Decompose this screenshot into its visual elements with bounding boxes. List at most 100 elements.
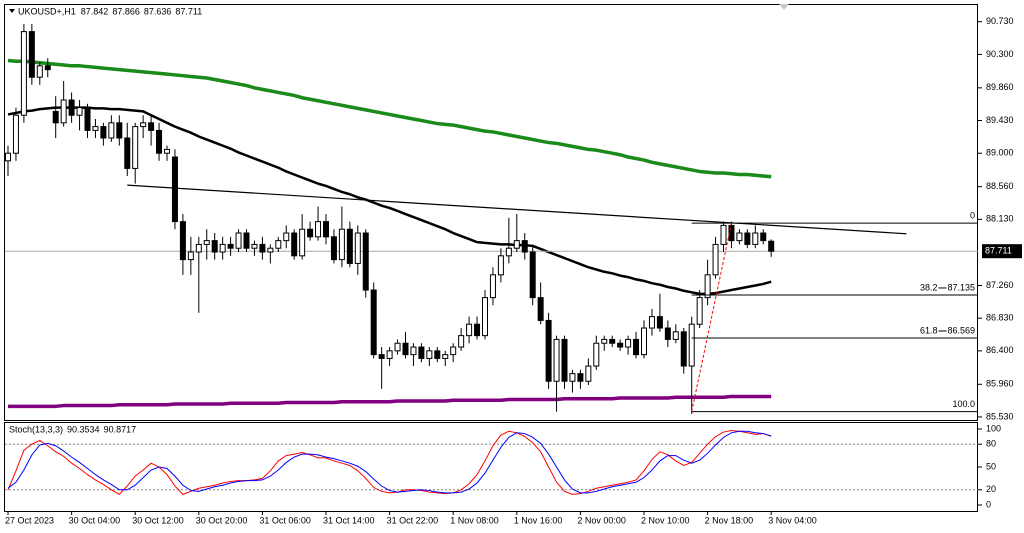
candle-body	[116, 122, 123, 139]
chart-title: UKOUSD+,H1	[18, 6, 76, 16]
x-tick-label: 1 Nov 16:00	[514, 515, 563, 525]
fib-ratio-label: 0	[970, 211, 975, 221]
candle-body	[712, 243, 719, 276]
candle-body	[187, 251, 194, 261]
y-tick-label: 89.430	[986, 115, 1014, 125]
candle-body	[617, 342, 624, 348]
candle-body	[60, 99, 67, 124]
candle-body	[307, 228, 314, 238]
x-tick-label: 30 Oct 20:00	[196, 515, 248, 525]
x-tick-label: 30 Oct 12:00	[132, 515, 184, 525]
candle-body	[489, 274, 496, 299]
candle-body	[195, 243, 202, 253]
stoch-pane-frame	[4, 422, 978, 512]
candle-body	[561, 338, 568, 382]
fib-price-label: 86.569	[947, 325, 975, 335]
indicator-value: 90.3534	[67, 424, 100, 434]
stoch-line	[7, 430, 772, 494]
x-tick-label: 27 Oct 2023	[5, 515, 54, 525]
y-tick-label: 88.560	[986, 181, 1014, 191]
x-tick-label: 3 Nov 04:00	[768, 515, 817, 525]
candle-body	[346, 228, 353, 264]
candle-body	[402, 342, 409, 356]
candle-body	[386, 350, 393, 359]
candle-body	[466, 323, 473, 337]
y-tick-label: 50	[986, 461, 996, 471]
y-tick-label: 89.860	[986, 82, 1014, 92]
candle-body	[513, 240, 520, 249]
candle-body	[744, 232, 751, 245]
candle-body	[545, 319, 552, 382]
candle-body	[68, 99, 75, 116]
shift-marker	[779, 4, 789, 10]
candle-body	[338, 228, 345, 261]
candle-body	[251, 243, 258, 249]
candle-body	[688, 323, 695, 367]
candle-body	[76, 107, 83, 116]
fib-ratio-label: 100.0	[952, 399, 975, 409]
candle-body	[20, 31, 27, 116]
ohlc-value: 87.711	[175, 6, 202, 16]
candle-body	[227, 243, 234, 249]
candle-body	[664, 327, 671, 340]
candle-body	[362, 232, 369, 291]
candle-body	[12, 114, 19, 154]
candle-body	[529, 251, 536, 299]
fib-ratio-label: 38.2	[920, 282, 938, 292]
ohlc-value: 87.842	[81, 6, 109, 16]
candle-body	[203, 240, 210, 245]
candle-body	[291, 232, 298, 257]
candle-body	[656, 316, 663, 329]
y-tick-label: 89.000	[986, 148, 1014, 158]
candle-body	[370, 289, 377, 356]
menu-triangle	[9, 9, 15, 13]
candle-body	[52, 110, 59, 124]
candle-body	[609, 338, 616, 344]
candle-body	[124, 137, 131, 169]
candle-body	[553, 338, 560, 382]
candle-body	[569, 373, 576, 382]
indicator-value: 90.8717	[104, 424, 137, 434]
fib-price-label: 87.135	[947, 282, 975, 292]
moving-average	[7, 58, 772, 179]
candle-body	[736, 232, 743, 242]
candle-body	[768, 240, 775, 252]
candle-body	[148, 122, 155, 131]
y-tick-label: 87.260	[986, 280, 1014, 290]
candle-body	[156, 129, 163, 154]
candle-body	[720, 224, 727, 245]
y-tick-label: 20	[986, 484, 996, 494]
candle-body	[704, 274, 711, 299]
candle-body	[497, 255, 504, 276]
candle-body	[633, 338, 640, 356]
moving-average	[7, 106, 772, 296]
candle-body	[219, 243, 226, 253]
candle-body	[450, 346, 457, 356]
candle-body	[696, 297, 703, 325]
candle-body	[211, 240, 218, 253]
candle-body	[577, 373, 584, 382]
y-tick-label: 90.300	[986, 49, 1014, 59]
candle-body	[537, 297, 544, 321]
fib-trend	[691, 223, 732, 412]
x-tick-label: 2 Nov 18:00	[705, 515, 754, 525]
indicator-title: Stoch(13,3,3)	[9, 424, 63, 434]
candle-body	[275, 240, 282, 249]
candle-body	[354, 232, 361, 264]
y-tick-label: 100	[986, 423, 1001, 433]
candle-body	[410, 346, 417, 356]
x-tick-label: 31 Oct 06:00	[259, 515, 311, 525]
candle-body	[92, 126, 99, 131]
candle-body	[179, 221, 186, 261]
candle-body	[5, 152, 11, 162]
y-tick-label: 85.530	[986, 411, 1014, 421]
candle-body	[171, 156, 178, 223]
candle-body	[760, 232, 767, 242]
x-tick-label: 2 Nov 00:00	[577, 515, 626, 525]
candle-body	[315, 221, 322, 238]
candle-body	[394, 342, 401, 352]
main-pane-frame	[4, 4, 978, 421]
